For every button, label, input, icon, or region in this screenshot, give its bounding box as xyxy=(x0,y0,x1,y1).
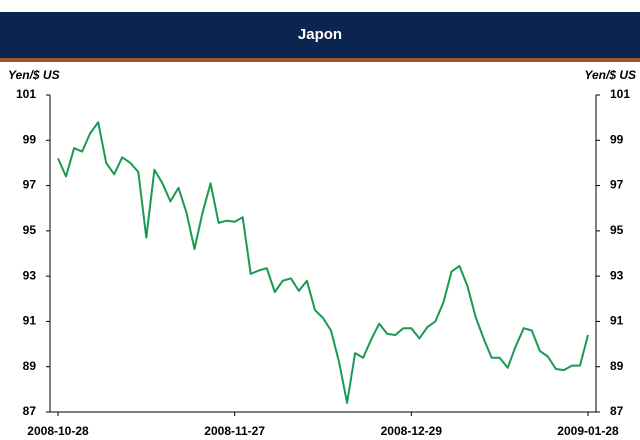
y-tick-label: 93 xyxy=(23,268,37,282)
y-tick-label: 101 xyxy=(16,87,36,101)
y-tick-label: 89 xyxy=(23,359,37,373)
chart-title: Japon xyxy=(298,26,342,43)
y2-tick-label: 99 xyxy=(610,132,624,146)
y2-tick-label: 101 xyxy=(610,87,630,101)
x-tick-label: 2008-12-29 xyxy=(381,424,443,438)
title-bar xyxy=(0,12,640,58)
y-tick-label: 95 xyxy=(23,223,37,237)
y-tick-label: 91 xyxy=(23,314,37,328)
y-tick-label: 87 xyxy=(23,404,37,418)
y2-tick-label: 93 xyxy=(610,268,624,282)
x-tick-label: 2008-11-27 xyxy=(204,424,265,438)
title-strip xyxy=(0,58,640,62)
y2-tick-label: 89 xyxy=(610,359,624,373)
y-tick-label: 97 xyxy=(23,178,37,192)
y2-axis-label: Yen/$ US xyxy=(584,68,636,82)
x-tick-label: 2008-10-28 xyxy=(27,424,89,438)
x-tick-label: 2009-01-28 xyxy=(557,424,619,438)
y2-tick-label: 95 xyxy=(610,223,624,237)
y-tick-label: 99 xyxy=(23,132,37,146)
y2-tick-label: 91 xyxy=(610,314,624,328)
data-line xyxy=(57,121,589,404)
y2-tick-label: 87 xyxy=(610,404,624,418)
y2-tick-label: 97 xyxy=(610,178,624,192)
y-axis-label: Yen/$ US xyxy=(8,68,60,82)
